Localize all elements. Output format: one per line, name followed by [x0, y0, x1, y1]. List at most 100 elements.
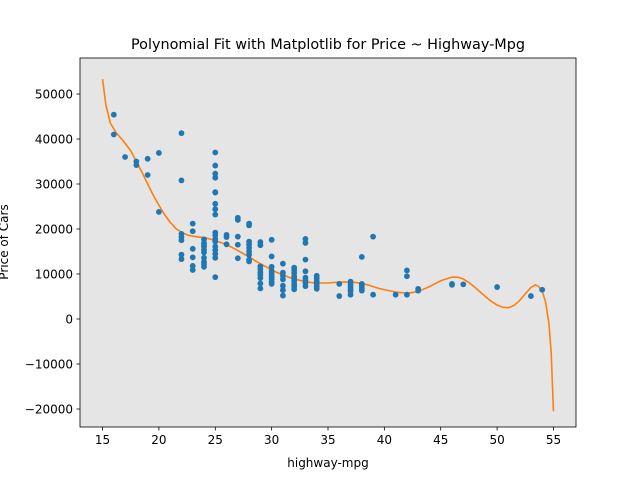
- x-tick-label: 15: [95, 433, 110, 447]
- data-point: [234, 255, 241, 262]
- data-point: [246, 258, 252, 265]
- x-axis: 15 20 25 30 35 40 45 50 55: [95, 427, 561, 447]
- data-point: [539, 286, 546, 293]
- y-axis: −20000 −10000 0 10000 20000 30000 40000 50000: [25, 87, 80, 416]
- data-point: [178, 251, 185, 258]
- data-point: [494, 284, 500, 290]
- data-point: [189, 220, 196, 227]
- data-point: [268, 281, 275, 287]
- data-point: [189, 228, 196, 235]
- y-tick-label: 10000: [35, 267, 73, 281]
- y-tick-label: 20000: [35, 222, 73, 236]
- x-tick-label: 40: [377, 433, 392, 447]
- data-point: [280, 292, 286, 299]
- data-point: [246, 222, 252, 229]
- data-point: [212, 250, 219, 257]
- y-tick-label: 50000: [35, 87, 73, 101]
- data-point: [358, 254, 365, 260]
- data-point: [528, 293, 534, 299]
- y-tick-label: −20000: [25, 402, 73, 416]
- data-point: [212, 189, 219, 196]
- data-point: [156, 209, 162, 215]
- data-points-layer: [110, 111, 546, 299]
- data-point: [212, 174, 219, 181]
- y-tick-label: 40000: [35, 132, 73, 146]
- x-axis-title: highway-mpg: [287, 456, 368, 470]
- data-point: [358, 287, 365, 294]
- data-point: [212, 254, 219, 261]
- data-point: [144, 172, 151, 178]
- data-point: [133, 162, 140, 169]
- data-point: [392, 291, 399, 298]
- polynomial-fit-line: [101, 79, 555, 412]
- data-point: [189, 254, 196, 261]
- data-point: [257, 280, 264, 287]
- data-point: [336, 293, 343, 299]
- x-tick-label: 50: [489, 433, 504, 447]
- data-point: [404, 291, 410, 298]
- data-point: [212, 238, 219, 245]
- data-point: [302, 268, 309, 275]
- x-tick-label: 55: [546, 433, 561, 447]
- data-point: [144, 155, 151, 162]
- data-point: [189, 263, 196, 269]
- data-point: [212, 162, 219, 169]
- data-point: [178, 130, 185, 137]
- fit-curve-layer: [101, 79, 555, 412]
- y-tick-label: −10000: [25, 357, 73, 371]
- x-tick-label: 45: [433, 433, 448, 447]
- data-point: [257, 242, 264, 249]
- data-point: [404, 267, 410, 274]
- data-point: [156, 150, 162, 156]
- data-point: [268, 263, 275, 270]
- data-point: [223, 234, 230, 241]
- data-point: [110, 111, 117, 118]
- data-point: [212, 170, 219, 177]
- data-point: [268, 236, 275, 243]
- data-point: [313, 285, 320, 292]
- data-point: [257, 275, 264, 281]
- data-point: [178, 177, 185, 184]
- data-point: [449, 281, 455, 288]
- x-tick-label: 35: [320, 433, 335, 447]
- data-point: [178, 256, 185, 263]
- data-point: [370, 291, 376, 298]
- data-point: [189, 267, 196, 273]
- x-tick-label: 20: [151, 433, 166, 447]
- data-point: [234, 217, 241, 223]
- data-point: [336, 281, 343, 287]
- data-point: [122, 154, 128, 160]
- data-point: [302, 240, 309, 246]
- data-point: [212, 274, 219, 281]
- plot-area: [80, 58, 576, 427]
- data-point: [201, 254, 207, 261]
- data-point: [212, 211, 219, 218]
- y-tick-label: 0: [65, 312, 73, 326]
- data-point: [234, 241, 241, 248]
- data-point: [110, 131, 117, 138]
- data-point: [280, 282, 286, 289]
- data-point: [178, 237, 185, 244]
- data-point: [189, 245, 196, 252]
- data-point: [201, 249, 207, 256]
- data-point: [347, 291, 354, 298]
- data-point: [223, 241, 230, 248]
- data-point: [302, 236, 309, 242]
- data-point: [404, 273, 410, 280]
- data-point: [415, 287, 422, 294]
- x-tick-label: 30: [264, 433, 279, 447]
- x-tick-label: 25: [208, 433, 223, 447]
- data-point: [246, 251, 252, 258]
- chart-title: Polynomial Fit with Matplotlib for Price…: [131, 37, 525, 53]
- data-point: [280, 276, 286, 283]
- data-point: [302, 256, 309, 263]
- data-point: [280, 260, 286, 267]
- data-point: [212, 149, 219, 156]
- data-point: [212, 206, 219, 213]
- data-point: [302, 283, 309, 290]
- data-point: [201, 263, 207, 270]
- data-point: [460, 281, 467, 288]
- data-point: [257, 285, 264, 292]
- data-point: [370, 233, 376, 240]
